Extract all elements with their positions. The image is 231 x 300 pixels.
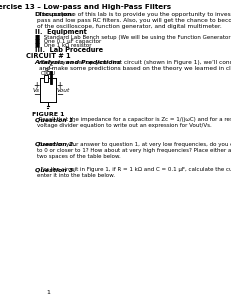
Text: Based on your answer to question 1, at very low frequencies, do you expect Vout/: Based on your answer to question 1, at v… bbox=[37, 142, 231, 159]
Text: Recall that the impedance for a capacitor is Zc = 1/(jωC) and for a resistor is : Recall that the impedance for a capacito… bbox=[37, 117, 231, 128]
Text: ■  One 1 kΩ resistor: ■ One 1 kΩ resistor bbox=[35, 42, 91, 47]
Text: CIRCUIT # 1: CIRCUIT # 1 bbox=[26, 53, 70, 59]
Text: ■  Standard Lab Bench setup (We will be using the Function Generator, and the Os: ■ Standard Lab Bench setup (We will be u… bbox=[35, 35, 231, 40]
Text: EC312 Security Exercise 13 – Low-pass and High-Pass Filters: EC312 Security Exercise 13 – Low-pass an… bbox=[0, 4, 171, 10]
Text: R: R bbox=[44, 68, 48, 73]
Text: C2U: C2U bbox=[46, 71, 55, 76]
Text: +: + bbox=[56, 80, 62, 89]
Text: ■  One 0.1 μF capacitor: ■ One 0.1 μF capacitor bbox=[35, 38, 101, 43]
Text: II.  Equipment: II. Equipment bbox=[34, 29, 86, 35]
Text: The purpose of this lab is to provide you the opportunity to investigate two pas: The purpose of this lab is to provide yo… bbox=[37, 12, 231, 28]
Text: Question 2.: Question 2. bbox=[34, 142, 75, 147]
Text: +: + bbox=[33, 80, 40, 89]
Text: −: − bbox=[56, 91, 63, 100]
Text: −: − bbox=[33, 91, 40, 100]
Text: FIGURE 1: FIGURE 1 bbox=[32, 112, 64, 117]
Text: C1U: C1U bbox=[40, 71, 50, 76]
Text: Question 3.: Question 3. bbox=[34, 167, 75, 172]
Text: 1: 1 bbox=[46, 290, 50, 295]
Text: Analysis and Predictions: Analysis and Predictions bbox=[34, 60, 121, 65]
Text: Before you set up your first circuit (shown in Figure 1), we’ll conduct some ana: Before you set up your first circuit (sh… bbox=[39, 60, 231, 71]
Text: C: C bbox=[49, 65, 53, 70]
Text: III.  Lab Procedure: III. Lab Procedure bbox=[34, 47, 103, 53]
Text: Question 1.: Question 1. bbox=[34, 117, 75, 122]
Text: For the circuit in Figure 1, if R = 1 kΩ and C = 0.1 μF, calculate the cutoff fr: For the circuit in Figure 1, if R = 1 kΩ… bbox=[37, 167, 231, 178]
Text: Discussion:: Discussion: bbox=[34, 12, 75, 17]
Text: Vs: Vs bbox=[32, 88, 39, 92]
Text: Vout: Vout bbox=[57, 88, 70, 92]
FancyBboxPatch shape bbox=[44, 74, 48, 82]
